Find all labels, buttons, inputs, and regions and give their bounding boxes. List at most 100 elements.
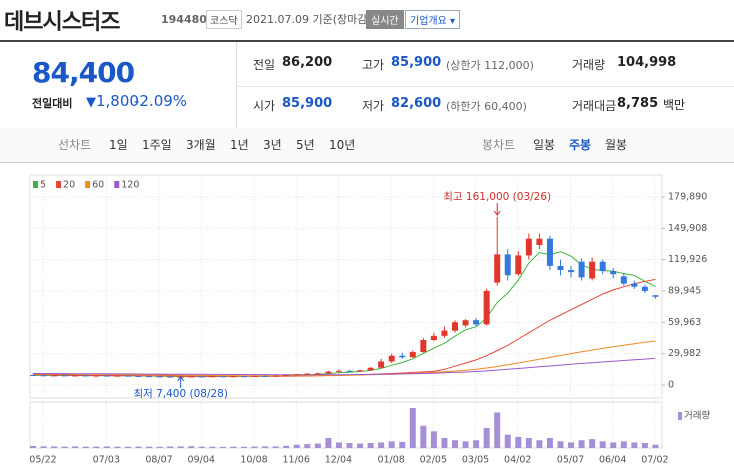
candle-body [610, 271, 617, 275]
price: 84,400 [32, 56, 135, 89]
candle-body [262, 375, 269, 377]
annotation: 최저 7,400 (08/28) [133, 388, 228, 400]
tab[interactable]: 주봉 [569, 138, 592, 152]
volume-bar [103, 446, 110, 448]
volume-bar [473, 440, 480, 448]
candle-body [114, 375, 121, 377]
stat-label: 저가 [362, 99, 385, 113]
stat-value: 86,200 [282, 55, 333, 70]
candle-body [441, 330, 448, 336]
legend-swatch [85, 181, 91, 188]
tab[interactable]: 1일 [109, 138, 128, 152]
candle-body [293, 374, 300, 376]
volume-bar [219, 446, 226, 448]
volume-bar [346, 443, 353, 448]
tab[interactable]: 3년 [263, 138, 282, 152]
change-rate: -2.09% [134, 92, 188, 110]
volume-bar [30, 446, 36, 448]
tab-bar [0, 128, 734, 163]
candle-body [568, 270, 575, 273]
volume-bar [283, 445, 290, 448]
candle-body [399, 355, 406, 358]
x-tick-label: 07/03 [93, 455, 120, 466]
x-tick-label: 05/22 [29, 455, 56, 466]
candle-body [304, 373, 311, 375]
candle-body [93, 375, 100, 377]
tab-heading: 선차트 [58, 138, 92, 152]
candle-body [209, 376, 216, 378]
volume-bar [378, 442, 385, 448]
realtime-button[interactable]: 실시간 [366, 10, 404, 29]
volume-bar [557, 441, 564, 448]
candle-body [546, 238, 553, 266]
legend-swatch [114, 181, 120, 188]
candle-body [82, 375, 89, 377]
candle-body [462, 320, 469, 326]
divider [236, 42, 237, 128]
tab[interactable]: 월봉 [605, 138, 628, 152]
legend-label: 60 [92, 180, 104, 191]
tab[interactable]: 1년 [230, 138, 249, 152]
legend-swatch [678, 412, 682, 420]
candle-body [124, 375, 131, 377]
y-tick-label: 149,908 [668, 223, 707, 234]
stat-value: 82,600 [391, 96, 442, 111]
stat-label: 전일 [253, 58, 276, 72]
volume-bar [388, 441, 395, 448]
volume-frame [29, 401, 663, 449]
tab[interactable]: 5년 [296, 138, 315, 152]
x-tick-label: 07/02 [641, 455, 668, 466]
candle-body [346, 370, 353, 372]
volume-bar [293, 444, 300, 448]
candle-body [367, 367, 374, 371]
volume-label: 거래량 [684, 410, 710, 422]
volume-bar [525, 438, 532, 448]
x-tick-label: 03/05 [462, 455, 489, 466]
volume-bar [441, 438, 448, 448]
ma-line [32, 340, 656, 377]
x-tick-label: 11/06 [283, 455, 310, 466]
annotation: 최고 161,000 (03/26) [443, 191, 551, 203]
volume-bar [420, 425, 427, 448]
tab[interactable]: 일봉 [533, 138, 556, 152]
candle-body [631, 283, 638, 287]
candle-body [219, 376, 226, 378]
x-tick-label: 08/07 [145, 455, 172, 466]
candle-body [452, 322, 458, 331]
candle-body [30, 375, 36, 377]
stat-label: 고가 [362, 58, 385, 72]
legend-swatch [56, 181, 62, 188]
candle-body [61, 375, 68, 377]
candle-body [473, 320, 480, 325]
tab[interactable]: 3개월 [186, 138, 216, 152]
base-date: 2021.07.09 기준(장마감) [246, 13, 372, 26]
candle-body [504, 254, 511, 276]
volume-bar [578, 440, 585, 448]
candle-body [578, 261, 585, 278]
stat-label: 거래량 [572, 58, 606, 72]
volume-bar [452, 440, 458, 448]
volume-bar [536, 440, 543, 448]
volume-bar [325, 438, 332, 448]
candle-body [251, 375, 258, 377]
candle-body [388, 355, 395, 362]
volume-bar [146, 446, 153, 448]
candle-body [357, 370, 364, 372]
candle-body [430, 335, 437, 341]
stat-note: (하한가 60,400) [446, 100, 527, 113]
candle-body [409, 352, 416, 358]
company-button[interactable]: 기업개요 ▾ [405, 10, 461, 29]
tab[interactable]: 1주일 [142, 138, 172, 152]
candle-body [40, 375, 47, 377]
candle-body [146, 376, 153, 378]
ma-line [32, 278, 656, 377]
tab[interactable]: 10년 [329, 138, 356, 152]
candle-body [188, 376, 195, 378]
legend-label: 5 [40, 180, 46, 191]
candle-body [557, 265, 564, 271]
candle-body [314, 373, 321, 375]
volume-bar [620, 441, 627, 448]
annotation-arrowhead [493, 210, 501, 216]
